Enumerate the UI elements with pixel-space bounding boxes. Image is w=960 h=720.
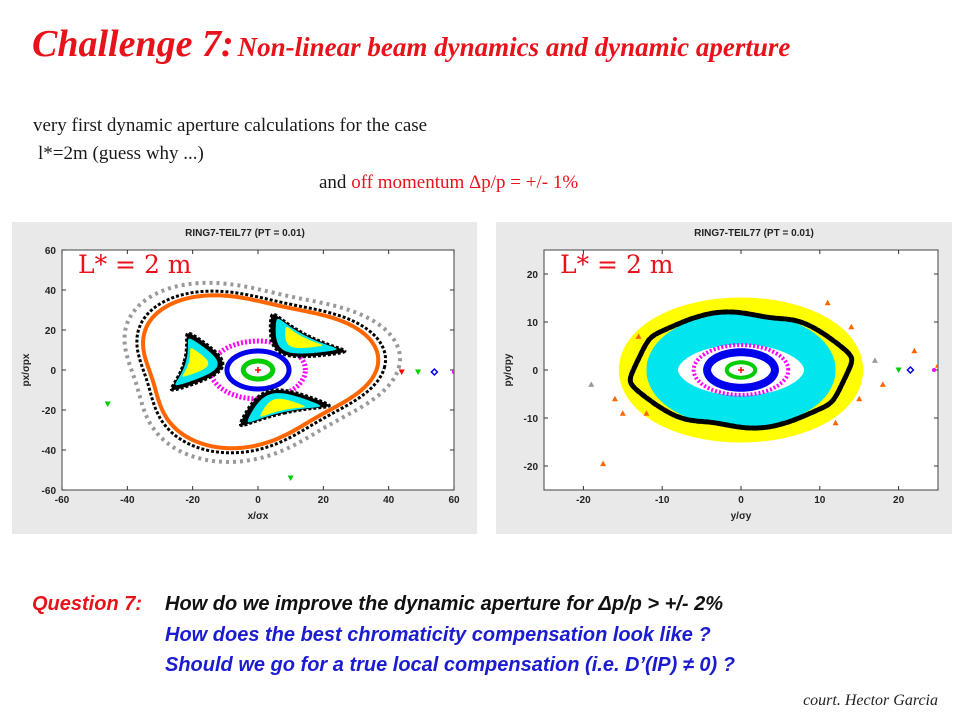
point-triangle-down [104,401,111,407]
lstar-annotation: L* = 2 m [78,250,192,279]
title-prefix: Challenge 7: [32,23,234,65]
point-triangle [611,395,618,402]
point-dot [932,368,937,372]
point-triangle-down [415,369,422,375]
horizontal-phase-space-svg: RING7-TEIL77 (PT = 0.01) -60 -40 -20 0 20 40 60… [21,228,460,522]
point-triangle [879,381,886,387]
point-triangle [848,323,855,330]
point-dot [452,370,454,374]
x-tick-label: 20 [318,495,330,506]
point-triangle [619,410,626,416]
y-tick-label: 40 [45,286,57,297]
plot-area [588,297,938,467]
separatrix-black [135,289,387,455]
vertical-phase-space-svg: RING7-TEIL77 (PT = 0.01) -20 -10 0 10 20 -20 -1… [503,228,939,522]
point-triangle [832,419,839,426]
x-axis-label: y/σy [731,511,752,522]
x-tick-label: 10 [814,495,826,506]
x-axis-label: x/σx [248,511,269,522]
point-diamond [430,367,439,377]
y-tick-label: 60 [45,246,57,257]
question-label: Question 7: [32,593,143,615]
y-tick-label: 10 [527,318,539,329]
ellipse-blue [703,348,779,392]
x-tick-label: -10 [655,495,670,506]
point-triangle [588,381,595,387]
slide-title: Challenge 7: Non-linear beam dynamics an… [32,22,790,66]
boundary-black [627,309,855,431]
lstar-annotation: L* = 2 m [560,250,674,279]
point-triangle [824,299,831,306]
x-tick-label: 0 [255,495,261,506]
question-line-2: How does the best chromaticity compensat… [165,624,711,646]
x-tick-label: -60 [55,495,70,506]
x-tick-label: 40 [383,495,395,506]
intro-line-3-red: off momentum Δp/p = +/- 1% [351,172,579,193]
horizontal-phase-space-plot: RING7-TEIL77 (PT = 0.01) -60 -40 -20 0 20 40 60… [12,222,477,534]
point-triangle [643,410,650,416]
y-axis-label: px/σpx [21,353,32,386]
separatrix-orange [140,293,381,451]
y-tick-label: -20 [42,406,57,417]
point-plus [255,367,261,373]
ellipse-magenta [691,342,791,398]
plot-title: RING7-TEIL77 (PT = 0.01) [694,228,814,239]
point-diamond [906,365,915,375]
y-tick-label: -40 [42,446,57,457]
x-tick-label: -20 [576,495,591,506]
y-axis-label: py/σpy [503,353,514,386]
point-triangle-down [895,367,902,373]
point-triangle [600,460,607,467]
y-tick-label: 20 [45,326,57,337]
point-triangle [935,362,938,368]
intro-line-3-prefix: and [319,172,347,193]
band-cyan [646,312,836,428]
y-tick-label: -10 [524,414,539,425]
island-yellow [182,348,209,377]
x-tick-label: 0 [738,495,744,506]
ellipse-green [724,360,758,380]
y-tick-label: 20 [527,270,539,281]
point-triangle-down [398,369,405,375]
point-plus [738,367,744,373]
question-line-3: Should we go for a true local compensati… [165,654,735,676]
island-yellow [260,398,305,417]
y-tick-label: -60 [42,486,57,497]
x-tick-label: -40 [120,495,135,506]
island-yellow [285,326,323,348]
credit: court. Hector Garcia [803,692,938,709]
point-triangle [911,347,918,354]
phase-curve-green [240,358,276,382]
point-triangle [856,395,863,402]
x-tick-label: 20 [893,495,905,506]
question-line-1: How do we improve the dynamic aperture f… [165,593,723,615]
title-rest: Non-linear beam dynamics and dynamic ape… [237,32,791,62]
vertical-phase-space-plot: RING7-TEIL77 (PT = 0.01) -20 -10 0 10 20 -20 -1… [496,222,952,534]
y-tick-label: 0 [50,366,56,377]
intro-line-2: l*=2m (guess why ...) [38,143,204,164]
y-tick-label: -20 [524,462,539,473]
x-tick-label: 60 [448,495,460,506]
point-triangle [871,357,878,363]
point-triangle [635,333,642,339]
intro-line-1: very first dynamic aperture calculations… [33,115,428,136]
point-triangle-down [287,475,294,481]
y-tick-label: 0 [532,366,538,377]
x-tick-label: -20 [185,495,200,506]
phase-curve-blue [224,348,292,392]
outer-ring-gray [122,280,403,465]
plot-title: RING7-TEIL77 (PT = 0.01) [185,228,305,239]
intro-line-3: and off momentum Δp/p = +/- 1% [319,172,578,194]
plot-area [104,280,454,481]
